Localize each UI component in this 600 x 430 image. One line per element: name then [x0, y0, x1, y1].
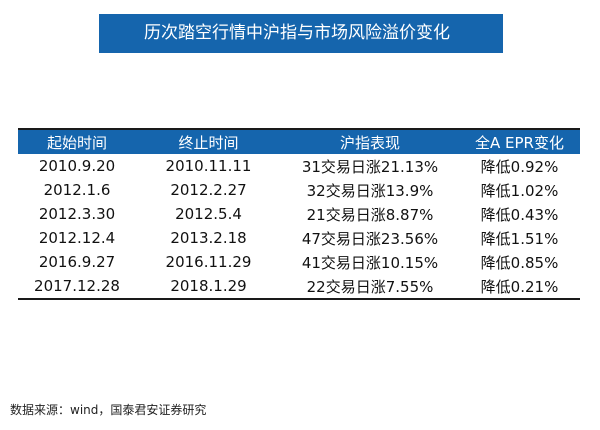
cell-start-date: 2017.12.28 [18, 274, 136, 300]
cell-index-performance: 31交易日涨21.13% [301, 157, 439, 176]
table-row: 2012.1.6 2012.2.27 32交易日涨13.9% 降低1.02% [18, 178, 580, 202]
cell-index-performance: 47交易日涨23.56% [301, 229, 439, 248]
cell-start-date: 2012.1.6 [43, 181, 111, 199]
cell-start-date: 2012.12.4 [38, 229, 116, 247]
cell-epr-change: 降低0.85% [480, 253, 559, 272]
cell-index-performance: 32交易日涨13.9% [306, 181, 434, 200]
table-row: 2012.12.4 2013.2.18 47交易日涨23.56% 降低1.51% [18, 226, 580, 250]
cell-end-date: 2016.11.29 [165, 253, 252, 271]
cell-end-date: 2010.11.11 [165, 157, 252, 175]
header-epr-change: 全A EPR变化 [459, 128, 580, 154]
table-row: 2016.9.27 2016.11.29 41交易日涨10.15% 降低0.85… [18, 250, 580, 274]
cell-start-date: 2010.9.20 [38, 157, 116, 175]
cell-end-date: 2013.2.18 [170, 229, 247, 247]
cell-end-date: 2012.2.27 [170, 181, 247, 199]
table-row: 2012.3.30 2012.5.4 21交易日涨8.87% 降低0.43% [18, 202, 580, 226]
comparison-table: 起始时间 终止时间 沪指表现 全A EPR变化 2010.9.20 2010.1… [18, 128, 580, 300]
cell-epr-change: 降低1.51% [480, 229, 559, 248]
table-header-row: 起始时间 终止时间 沪指表现 全A EPR变化 [18, 128, 580, 154]
table-row: 2010.9.20 2010.11.11 31交易日涨21.13% 降低0.92… [18, 154, 580, 178]
cell-start-date: 2016.9.27 [38, 253, 116, 271]
cell-epr-change: 降低1.02% [480, 181, 559, 200]
cell-index-performance: 21交易日涨8.87% [306, 205, 434, 224]
cell-start-date: 2012.3.30 [38, 205, 116, 223]
cell-epr-change: 降低0.43% [480, 205, 559, 224]
header-index-performance: 沪指表现 [281, 128, 459, 154]
header-start-date: 起始时间 [18, 128, 136, 154]
cell-epr-change: 降低0.92% [480, 157, 559, 176]
cell-index-performance: 41交易日涨10.15% [301, 253, 439, 272]
page-title: 历次踏空行情中沪指与市场风险溢价变化 [144, 23, 450, 43]
cell-end-date: 2018.1.29 [136, 274, 281, 300]
cell-epr-change: 降低0.21% [459, 274, 580, 300]
source-note: 数据来源：wind，国泰君安证券研究 [10, 403, 207, 417]
title-banner: 历次踏空行情中沪指与市场风险溢价变化 [99, 14, 503, 53]
cell-end-date: 2012.5.4 [175, 205, 242, 223]
header-end-date: 终止时间 [136, 128, 281, 154]
cell-index-performance: 22交易日涨7.55% [281, 274, 459, 300]
table-row: 2017.12.28 2018.1.29 22交易日涨7.55% 降低0.21% [18, 274, 580, 300]
